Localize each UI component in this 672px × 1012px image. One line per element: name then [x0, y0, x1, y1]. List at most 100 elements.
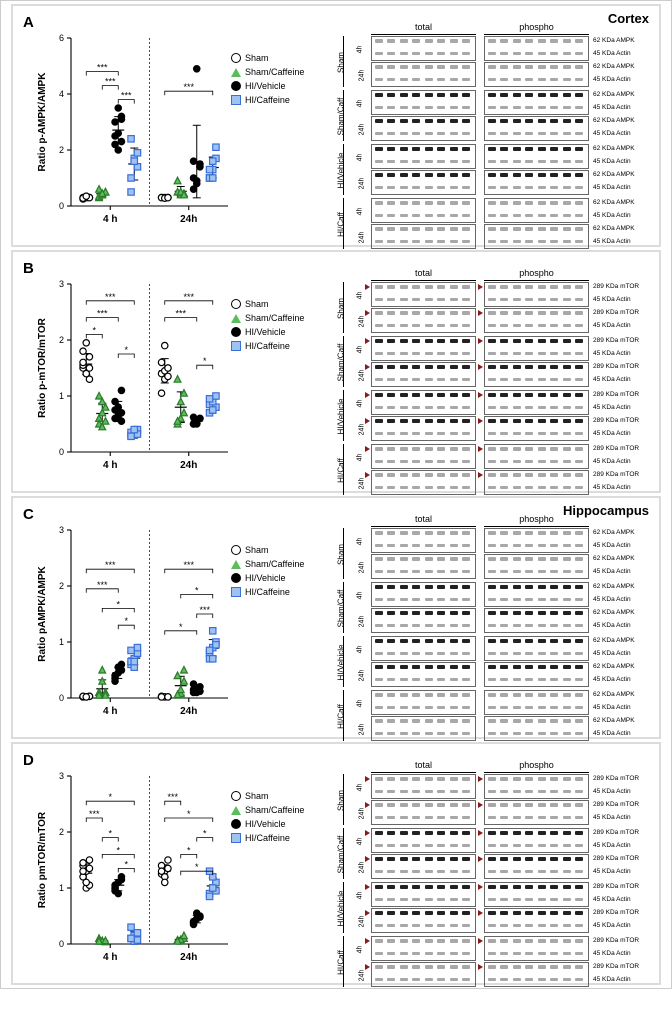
blot-group-label: HI/Vehicle — [337, 889, 346, 929]
blot-kda-label: 62 KDa AMPK — [593, 91, 635, 98]
arrow-icon — [478, 472, 483, 478]
panel-C: CHippocampus0123Ratio pAMPK/AMPK4 h24h**… — [11, 496, 661, 739]
svg-text:***: *** — [97, 309, 108, 319]
blot-actin-label: 45 KDa Actin — [593, 484, 631, 491]
arrow-icon — [478, 802, 483, 808]
arrow-icon — [365, 338, 370, 344]
blot-kda-label: 62 KDa AMPK — [593, 171, 635, 178]
svg-text:*: * — [108, 829, 112, 839]
blot-time-label: 24h — [358, 477, 365, 489]
svg-text:Ratio p-AMPK/AMPK: Ratio p-AMPK/AMPK — [37, 72, 48, 172]
legend-label: HI/Caffeine — [245, 831, 290, 845]
blot-group-label: Sham/Caff — [337, 343, 346, 383]
blot-kda-label: 289 KDa mTOR — [593, 883, 639, 890]
blot-kda-label: 62 KDa AMPK — [593, 145, 635, 152]
svg-text:3: 3 — [59, 771, 64, 781]
svg-text:Ratio p-mTOR/mTOR: Ratio p-mTOR/mTOR — [37, 317, 48, 417]
western-blot-area: totalphospho4h62 KDa AMPK45 KDa Actin24h… — [321, 22, 654, 240]
blot-time-label: 4h — [356, 207, 363, 215]
chart-legend: ShamSham/CaffeineHI/VehicleHI/Caffeine — [231, 51, 304, 107]
scatter-plot: 0123Ratio pmTOR/mTOR4 h24h**************… — [33, 764, 313, 974]
svg-text:***: *** — [183, 560, 194, 570]
blot-time-label: 4h — [356, 945, 363, 953]
blot-kda-label: 62 KDa AMPK — [593, 691, 635, 698]
svg-text:4: 4 — [59, 89, 64, 99]
blot-kda-label: 62 KDa AMPK — [593, 637, 635, 644]
legend-item: Sham/Caffeine — [231, 311, 304, 325]
arrow-icon — [478, 830, 483, 836]
blot-header-phospho: phospho — [484, 514, 589, 524]
blot-kda-label: 289 KDa mTOR — [593, 937, 639, 944]
legend-label: HI/Caffeine — [245, 93, 290, 107]
arrow-icon — [478, 310, 483, 316]
arrow-icon — [365, 472, 370, 478]
blot-kda-label: 289 KDa mTOR — [593, 829, 639, 836]
blot-kda-label: 62 KDa AMPK — [593, 583, 635, 590]
blot-actin-label: 45 KDa Actin — [593, 184, 631, 191]
blot-time-label: 24h — [358, 231, 365, 243]
western-blot-area: totalphospho4h289 KDa mTOR45 KDa Actin24… — [321, 760, 654, 978]
blot-time-label: 4h — [356, 45, 363, 53]
blot-kda-label: 289 KDa mTOR — [593, 855, 639, 862]
legend-symbol — [231, 95, 241, 105]
legend-item: Sham — [231, 297, 304, 311]
blot-kda-label: 289 KDa mTOR — [593, 309, 639, 316]
blot-time-label: 24h — [358, 969, 365, 981]
blot-actin-label: 45 KDa Actin — [593, 704, 631, 711]
svg-text:24h: 24h — [180, 952, 197, 963]
blot-group-label: Sham/Caff — [337, 835, 346, 875]
svg-text:*: * — [124, 616, 128, 626]
blot-time-label: 24h — [358, 861, 365, 873]
blot-actin-label: 45 KDa Actin — [593, 322, 631, 329]
blot-kda-label: 62 KDa AMPK — [593, 529, 635, 536]
blot-group-label: HI/Caff — [337, 943, 346, 983]
blot-actin-label: 45 KDa Actin — [593, 130, 631, 137]
panel-B: B0123Ratio p-mTOR/mTOR4 h24h************… — [11, 250, 661, 493]
panel-A: ACortex0246Ratio p-AMPK/AMPK4 h24h******… — [11, 4, 661, 247]
svg-text:*: * — [124, 345, 128, 355]
western-blot-area: total phospho 4h 62 KDa AMPK 45 KDa Actin 24h… — [321, 514, 654, 732]
blot-kda-label: 62 KDa AMPK — [593, 225, 635, 232]
blot-actin-label: 45 KDa Actin — [593, 896, 631, 903]
blot-time-label: 24h — [358, 615, 365, 627]
arrow-icon — [478, 392, 483, 398]
blot-time-label: 24h — [358, 177, 365, 189]
svg-text:4 h: 4 h — [103, 214, 117, 225]
legend-item: Sham — [231, 51, 304, 65]
arrow-icon — [478, 364, 483, 370]
scatter-plot: 0123Ratio pAMPK/AMPK4 h24h**************… — [33, 518, 313, 728]
western-blot-area: totalphospho4h289 KDa mTOR45 KDa Actin24… — [321, 268, 654, 486]
svg-text:*: * — [203, 356, 207, 366]
arrow-icon — [365, 364, 370, 370]
arrow-icon — [478, 964, 483, 970]
blot-time-label: 4h — [356, 699, 363, 707]
svg-text:6: 6 — [59, 33, 64, 43]
blot-kda-label: 289 KDa mTOR — [593, 801, 639, 808]
blot-time-label: 4h — [356, 153, 363, 161]
legend-item: HI/Caffeine — [231, 585, 304, 599]
blot-header-phospho: phospho — [484, 268, 589, 278]
arrow-icon — [365, 964, 370, 970]
arrow-icon — [365, 418, 370, 424]
blot-time-label: 24h — [358, 69, 365, 81]
blot-actin-label: 45 KDa Actin — [593, 458, 631, 465]
svg-text:***: *** — [97, 63, 108, 73]
legend-label: Sham — [245, 51, 269, 65]
legend-item: Sham — [231, 789, 304, 803]
legend-symbol — [231, 806, 241, 815]
blot-header-total: total — [371, 514, 476, 524]
svg-text:***: *** — [183, 82, 194, 92]
blot-time-label: 4h — [356, 783, 363, 791]
blot-kda-label: 62 KDa AMPK — [593, 37, 635, 44]
blot-time-label: 4h — [356, 537, 363, 545]
blot-group-label: Sham — [337, 781, 346, 821]
svg-text:0: 0 — [59, 939, 64, 949]
svg-text:0: 0 — [59, 447, 64, 457]
svg-text:*: * — [179, 622, 183, 632]
legend-symbol — [231, 81, 241, 91]
blot-group-label: Sham/Caff — [337, 97, 346, 137]
blot-actin-label: 45 KDa Actin — [593, 596, 631, 603]
blot-time-label: 4h — [356, 345, 363, 353]
blot-group-label: Sham — [337, 43, 346, 83]
blot-actin-label: 45 KDa Actin — [593, 296, 631, 303]
